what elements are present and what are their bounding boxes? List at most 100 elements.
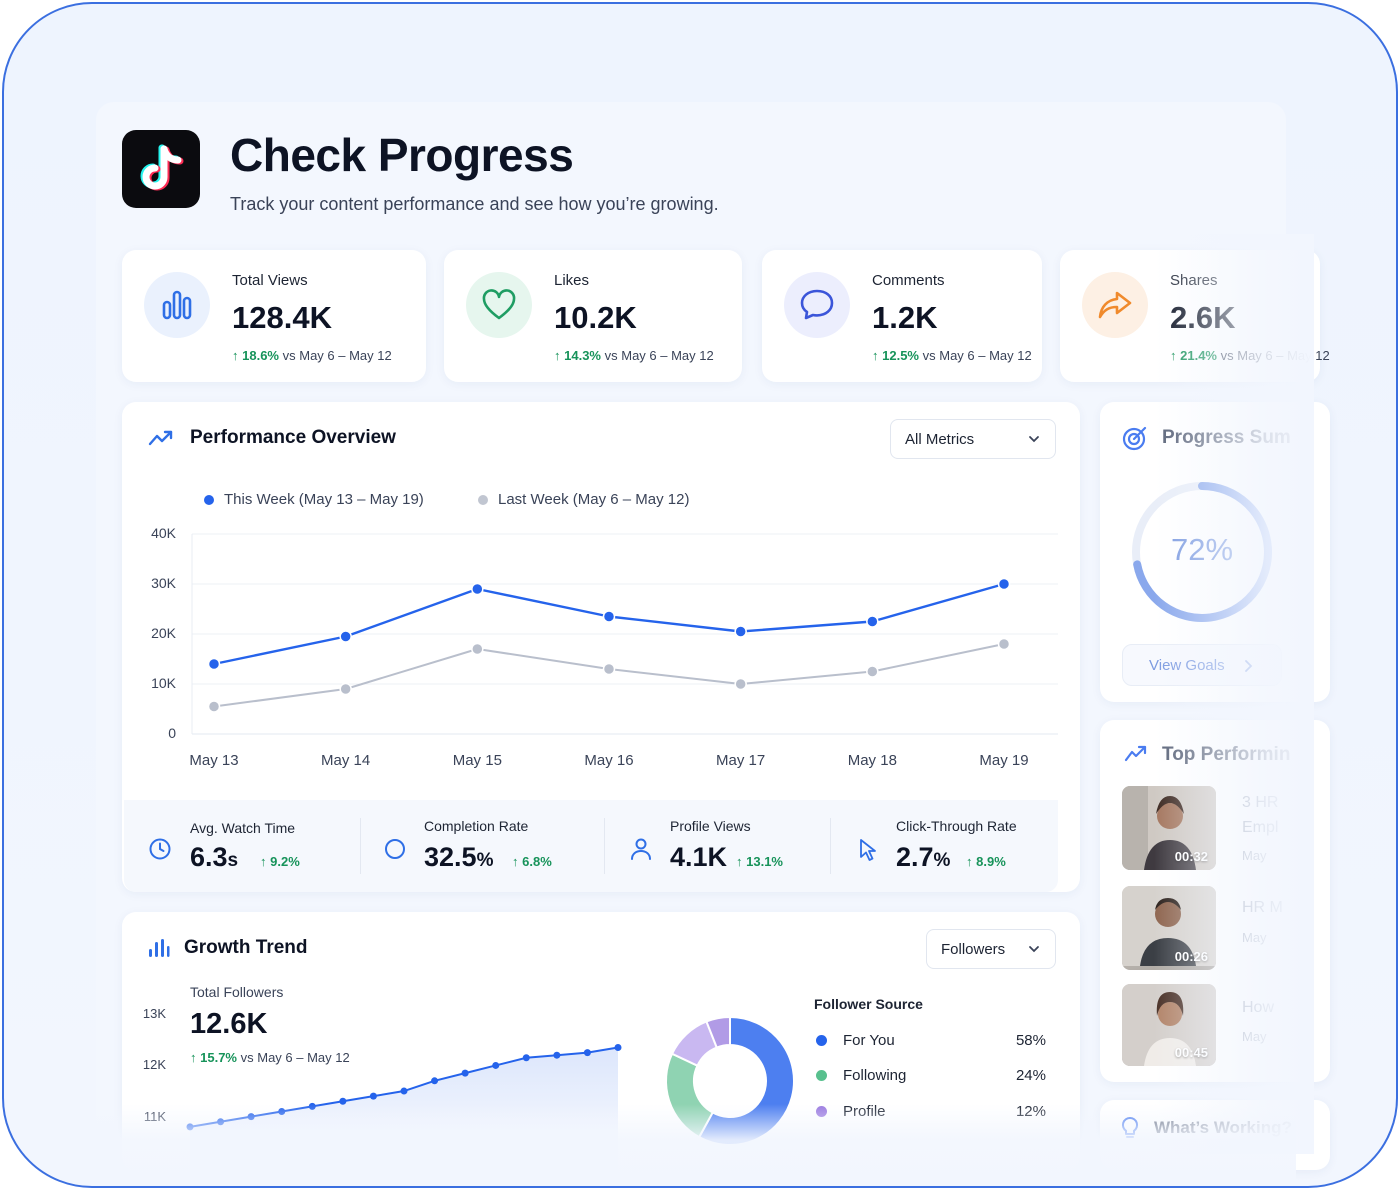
stat-card-likes[interactable]: Likes 10.2K ↑ 14.3% vs May 6 – May 12: [444, 250, 742, 382]
follower-source-profile: Profile 12%: [816, 1103, 1046, 1120]
metrics-dropdown-value: All Metrics: [905, 430, 975, 448]
trend-line-icon: [148, 427, 174, 454]
stat-label: Likes: [554, 272, 590, 289]
growth-data-point: [614, 1044, 622, 1052]
video-duration: 00:26: [1174, 949, 1208, 964]
chevron-down-icon: [1027, 432, 1041, 450]
chat-bubble-icon: [784, 272, 850, 338]
followers-dropdown-value: Followers: [941, 940, 1006, 958]
source-name: For You: [843, 1032, 895, 1049]
stat-label: Total Views: [232, 272, 308, 289]
data-point: [471, 642, 484, 656]
stat-delta: ↑ 14.3% vs May 6 – May 12: [554, 348, 714, 363]
divider: [360, 818, 361, 874]
data-point: [602, 662, 616, 676]
metric-label: Profile Views: [670, 818, 751, 834]
video-duration: 00:45: [1174, 1045, 1208, 1060]
stat-card-comments[interactable]: Comments 1.2K ↑ 12.5% vs May 6 – May 12: [762, 250, 1042, 382]
stat-value: 10.2K: [554, 300, 637, 335]
growth-data-point: [461, 1069, 469, 1077]
y-tick-label: 40K: [151, 525, 176, 541]
tiktok-logo-icon: [122, 130, 200, 208]
divider: [604, 818, 605, 874]
legend-dot: [204, 494, 214, 505]
growth-data-point: [400, 1087, 408, 1095]
target-icon: [1122, 425, 1148, 456]
growth-y-tick-label: 12K: [142, 1057, 166, 1073]
growth-data-point: [553, 1051, 561, 1059]
divider: [830, 818, 831, 874]
growth-y-tick-label: 13K: [142, 1006, 166, 1022]
y-tick-label: 0: [168, 725, 176, 741]
x-tick-label: May 16: [584, 752, 634, 769]
y-tick-label: 20K: [151, 625, 176, 641]
legend-dot: [816, 1070, 827, 1081]
y-tick-label: 10K: [151, 675, 176, 691]
chevron-right-icon: [1243, 659, 1253, 678]
metric-delta: ↑ 6.8%: [512, 854, 552, 869]
cursor-icon: [858, 838, 878, 867]
metric-value: 6.3s: [190, 842, 239, 872]
top-performing-title: Top Performin: [1162, 744, 1291, 765]
share-arrow-icon: [1082, 272, 1148, 338]
followers-dropdown[interactable]: Followers: [926, 929, 1056, 969]
performance-line-chart: [191, 533, 1058, 735]
data-point: [471, 582, 484, 596]
video-title: 3 HR: [1242, 794, 1279, 811]
metric-profile-views: Profile Views 4.1K ↑ 13.1%: [604, 800, 830, 892]
metric-label: Avg. Watch Time: [190, 820, 296, 836]
clock-icon: [148, 837, 172, 866]
user-icon: [630, 837, 652, 866]
stat-card-total-views[interactable]: Total Views 128.4K ↑ 18.6% vs May 6 – Ma…: [122, 250, 426, 382]
metric-delta: ↑ 8.9%: [966, 854, 1006, 869]
x-tick-label: May 13: [189, 752, 239, 769]
total-followers-label: Total Followers: [190, 984, 284, 1000]
data-point: [339, 682, 352, 696]
page-subtitle: Track your content performance and see h…: [230, 194, 719, 214]
video-thumbnail[interactable]: 00:26: [1122, 886, 1216, 970]
metric-click-through-rate: Click-Through Rate 2.7% ↑ 8.9%: [830, 800, 1058, 892]
metric-delta: ↑ 13.1%: [736, 854, 783, 869]
source-pct: 58%: [1015, 1032, 1046, 1049]
source-pct: 12%: [1015, 1103, 1046, 1120]
legend-this-week: This Week (May 13 – May 19): [204, 491, 424, 508]
metric-value: 4.1K: [670, 842, 728, 872]
stat-value: 1.2K: [872, 300, 938, 335]
legend-dot: [816, 1035, 827, 1046]
metrics-dropdown[interactable]: All Metrics: [890, 419, 1056, 459]
circle-icon: [384, 838, 406, 865]
x-tick-label: May 15: [452, 752, 502, 769]
video-date: May: [1242, 848, 1267, 863]
view-goals-button[interactable]: View Goals: [1122, 644, 1282, 686]
metric-label: Completion Rate: [424, 818, 529, 834]
follower-source-for-you: For You 58%: [816, 1032, 1046, 1049]
metric-value: 32.5%: [424, 842, 494, 872]
growth-title: Growth Trend: [184, 937, 308, 958]
source-name: Following: [843, 1067, 907, 1084]
metrics-strip: Avg. Watch Time 6.3s ↑ 9.2% Completion R…: [124, 800, 1058, 892]
growth-y-tick-label: 11K: [143, 1108, 166, 1124]
stat-label: Comments: [872, 272, 945, 289]
video-thumbnail[interactable]: 00:45: [1122, 984, 1216, 1066]
total-followers-value: 12.6K: [190, 1008, 268, 1040]
legend-dot: [816, 1106, 827, 1117]
donut-slice-other: [705, 1015, 731, 1049]
video-date: May: [1242, 930, 1267, 945]
x-tick-label: May 19: [979, 752, 1029, 769]
growth-data-point: [522, 1054, 530, 1062]
video-thumbnail[interactable]: 00:32: [1122, 786, 1216, 870]
progress-summary-title: Progress Sum: [1162, 427, 1291, 448]
data-point: [866, 665, 879, 678]
whats-working-title: What’s Working?: [1154, 1118, 1292, 1137]
heart-icon: [466, 272, 532, 338]
metric-avg-watch-time: Avg. Watch Time 6.3s ↑ 9.2%: [124, 800, 360, 892]
stat-delta: ↑ 18.6% vs May 6 – May 12: [232, 348, 392, 363]
total-followers-delta: ↑ 15.7% vs May 6 – May 12: [190, 1050, 350, 1065]
stat-delta: ↑ 12.5% vs May 6 – May 12: [872, 348, 1032, 363]
growth-data-point: [492, 1061, 500, 1069]
donut-slice-following: [665, 1052, 715, 1139]
growth-data-point: [369, 1092, 377, 1100]
video-duration: 00:32: [1174, 849, 1208, 864]
metric-value: 2.7%: [896, 842, 951, 872]
